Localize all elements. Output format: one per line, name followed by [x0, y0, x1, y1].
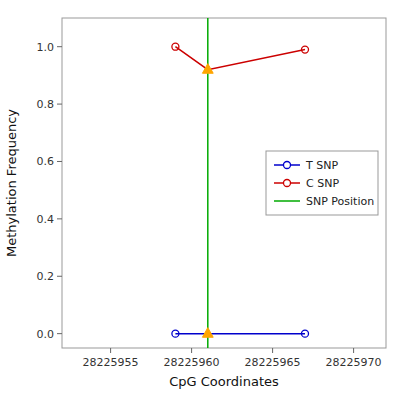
y-tick: [57, 161, 62, 162]
x-tick: [272, 348, 273, 353]
y-tick-label: 0.4: [37, 213, 55, 226]
y-tick: [57, 333, 62, 334]
y-tick: [57, 104, 62, 105]
x-tick: [191, 348, 192, 353]
x-tick-label: 28225960: [164, 356, 220, 369]
y-tick-label: 0.0: [37, 328, 55, 341]
x-tick-label: 28225965: [245, 356, 301, 369]
series-line: [175, 333, 305, 335]
y-tick-label: 0.8: [37, 98, 55, 111]
y-tick: [57, 218, 62, 219]
point-marker: [302, 46, 309, 53]
series-line: [175, 47, 305, 70]
legend-label: C SNP: [306, 177, 339, 190]
y-tick-label: 1.0: [37, 41, 55, 54]
legend-marker: [284, 180, 291, 187]
y-axis-label: Methylation Frequency: [4, 109, 19, 257]
y-tick: [57, 276, 62, 277]
y-tick-label: 0.6: [37, 155, 55, 168]
snp-marker: [202, 64, 213, 74]
x-tick-label: 28225970: [326, 356, 382, 369]
y-tick-label: 0.2: [37, 270, 55, 283]
y-tick: [57, 46, 62, 47]
legend-label: SNP Position: [306, 195, 374, 208]
point-marker: [302, 330, 309, 337]
legend-swatch: [274, 200, 300, 202]
plot-area: [172, 18, 309, 348]
x-tick: [110, 348, 111, 353]
point-marker: [172, 330, 179, 337]
chart: 28225955 28225960 28225965 28225970 0.0 0.2 0.…: [0, 0, 400, 400]
plot-frame: [62, 18, 386, 348]
x-tick-label: 28225955: [83, 356, 139, 369]
legend-label: T SNP: [305, 159, 338, 172]
x-tick: [353, 348, 354, 353]
legend-box: [266, 151, 378, 215]
point-marker: [172, 43, 179, 50]
x-axis-label: CpG Coordinates: [169, 374, 279, 389]
legend: T SNP C SNP SNP Position: [266, 151, 378, 215]
legend-marker: [284, 162, 291, 169]
snp-marker: [202, 328, 213, 338]
